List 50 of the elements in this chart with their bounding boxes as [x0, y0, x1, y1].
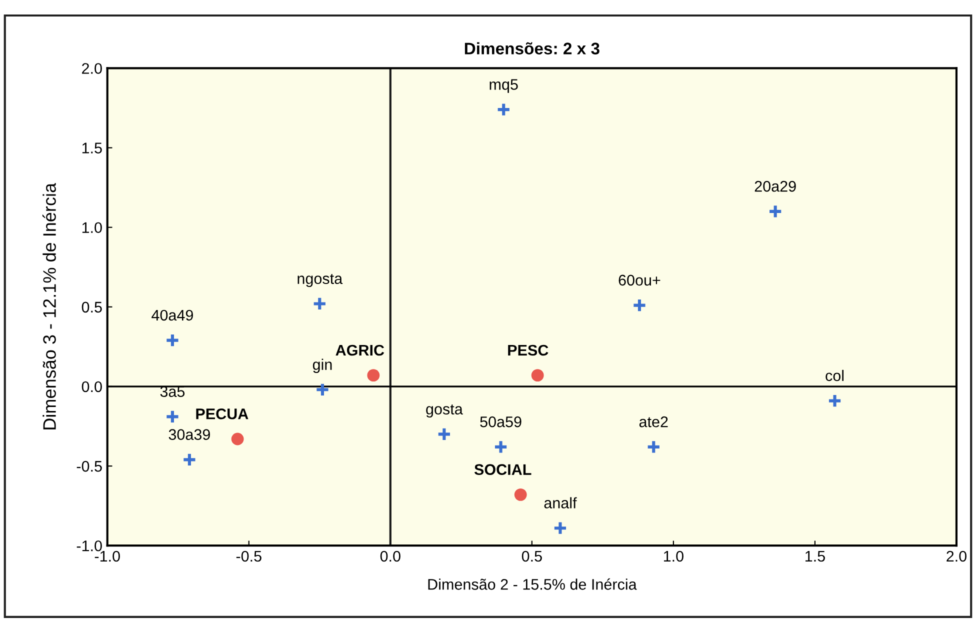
chart-title: Dimensões: 2 x 3 [464, 42, 600, 54]
x-axis-title: Dimensão 2 - 15.5% de Inércia [428, 578, 637, 590]
point [165, 409, 180, 424]
annotation: AGRIC [336, 344, 384, 356]
x-tick-label: 2.0 [946, 550, 967, 562]
annotation: 20a29 [754, 180, 796, 192]
x-tick-label: -0.5 [236, 550, 262, 562]
point [367, 369, 380, 382]
annotation: 40a49 [152, 310, 193, 321]
annotation: gosta [426, 404, 463, 418]
point [514, 488, 527, 501]
point [827, 393, 842, 408]
point [493, 440, 508, 454]
point [531, 369, 544, 382]
point [436, 426, 452, 442]
point [496, 102, 511, 117]
annotation: col [826, 370, 844, 382]
annotation: PECUA [196, 408, 248, 420]
point [312, 296, 327, 312]
x-tick-label: -1.0 [94, 550, 120, 562]
y-tick-label: 0.0 [82, 381, 102, 392]
annotation: analf [544, 497, 577, 508]
x-tick-label: 1.0 [664, 550, 684, 562]
y-tick-label: 1.5 [82, 142, 102, 154]
x-tick-label: 0.0 [380, 550, 400, 562]
point [552, 520, 568, 536]
annotation: 50a59 [480, 416, 522, 428]
point [646, 440, 661, 454]
annotation: 30a39 [168, 429, 210, 440]
y-tick-label: -1.0 [76, 540, 102, 552]
point [165, 332, 180, 348]
annotation: gin [312, 358, 332, 373]
annotation: ngosta [298, 274, 343, 288]
annotation: 60ou+ [618, 274, 660, 286]
x-tick-label: 0.5 [522, 550, 542, 562]
x-tick-label: 1.5 [806, 551, 825, 562]
y-tick-label: -0.5 [76, 460, 102, 472]
annotation: PESC [508, 344, 548, 356]
y-tick-label: 1.0 [82, 222, 102, 234]
annotation: SOCIAL [474, 464, 532, 475]
y-tick-label: 0.5 [82, 302, 102, 313]
point [231, 432, 244, 446]
point [632, 298, 647, 313]
annotation: ate2 [639, 416, 668, 428]
point [182, 452, 197, 468]
y-tick-label: 2.0 [82, 63, 102, 74]
point [768, 204, 783, 219]
annotation: mq5 [490, 79, 518, 93]
y-axis-title: Dimensão 3 - 12.1% de Inércia [42, 182, 56, 430]
point [315, 382, 330, 397]
